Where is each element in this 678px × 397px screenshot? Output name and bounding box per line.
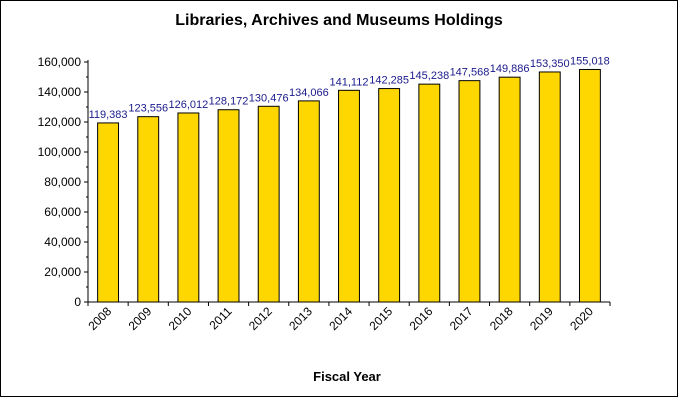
bar-2010	[177, 112, 200, 303]
y-tick-label: 0	[74, 295, 81, 309]
data-label-2015: 142,285	[369, 75, 409, 87]
data-label-2020: 155,018	[570, 55, 610, 67]
x-tick-label: 2012	[246, 304, 275, 333]
x-tick-label: 2016	[407, 304, 436, 333]
y-tick-label: 160,000	[38, 55, 82, 69]
y-tick-label: 80,000	[44, 175, 81, 189]
bar-2014	[338, 89, 360, 303]
x-tick-label: 2010	[166, 304, 195, 333]
data-label-2018: 149,886	[490, 63, 530, 75]
x-tick-label: 2019	[527, 304, 556, 333]
bar-2019	[538, 71, 561, 303]
bar-2016	[418, 83, 441, 303]
data-label-2013: 134,066	[289, 87, 329, 99]
bar-2017	[458, 80, 481, 303]
x-tick-label: 2009	[126, 304, 155, 333]
x-tick-label: 2013	[286, 304, 315, 333]
bar-2015	[378, 88, 401, 303]
bar-2020	[578, 68, 601, 303]
data-label-2017: 147,568	[450, 67, 490, 79]
bar-2013	[297, 100, 320, 303]
y-tick-label: 100,000	[38, 145, 82, 159]
bar-2012	[257, 105, 280, 303]
x-tick-label: 2015	[366, 304, 395, 333]
y-tick-label: 120,000	[38, 115, 82, 129]
x-tick-label: 2014	[326, 304, 355, 333]
x-tick-label: 2018	[487, 304, 516, 333]
y-tick-label: 60,000	[44, 205, 81, 219]
x-tick-label: 2020	[567, 304, 596, 333]
x-tick-label: 2008	[85, 304, 114, 333]
bar-2011	[217, 109, 240, 303]
data-label-2014: 141,112	[330, 76, 369, 88]
data-label-2019: 153,350	[530, 58, 570, 70]
bar-2008	[97, 122, 120, 303]
data-label-2009: 123,556	[128, 103, 168, 115]
data-label-2008: 119,383	[89, 109, 128, 121]
data-label-2016: 145,238	[409, 70, 449, 82]
data-label-2012: 130,476	[249, 92, 289, 104]
bar-2009	[137, 116, 160, 303]
x-tick-label: 2011	[207, 304, 235, 332]
y-tick-label: 140,000	[38, 85, 82, 99]
chart-title: Libraries, Archives and Museums Holdings	[175, 12, 503, 29]
data-label-2010: 126,012	[168, 99, 208, 111]
x-axis-title: Fiscal Year	[313, 369, 381, 384]
y-tick-label: 40,000	[44, 235, 81, 249]
bar-2018	[498, 76, 521, 303]
y-tick-label: 20,000	[44, 265, 81, 279]
x-tick-label: 2017	[447, 304, 476, 333]
data-label-2011: 128,172	[209, 96, 249, 108]
